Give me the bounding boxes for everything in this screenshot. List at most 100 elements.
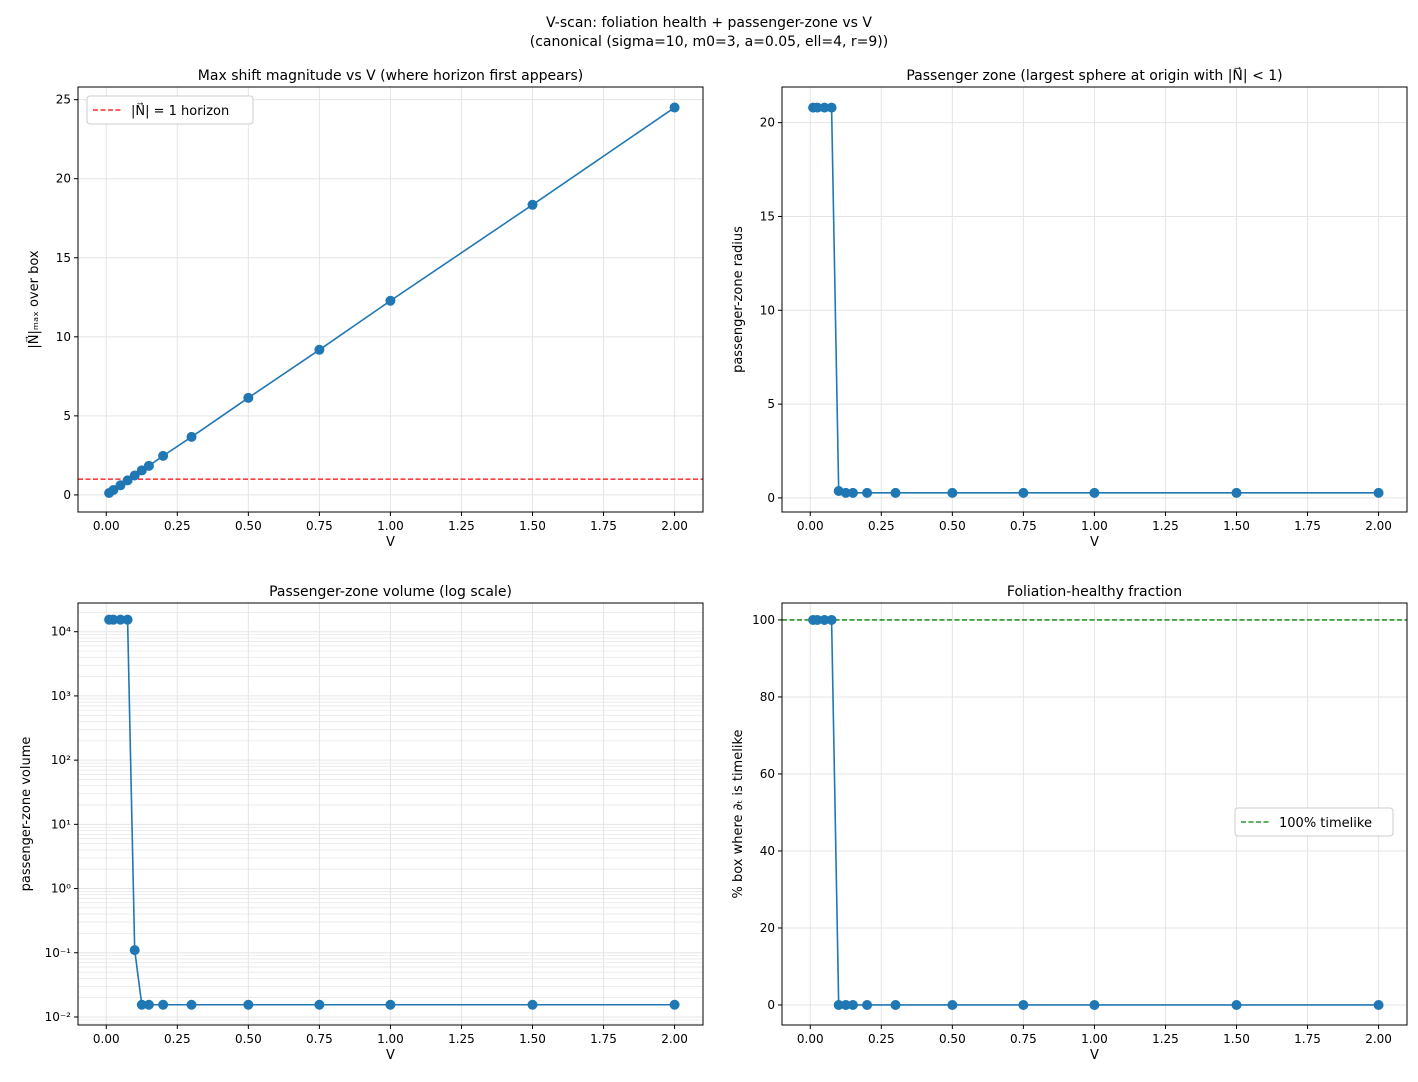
x-tick-label: 1.00: [1081, 519, 1108, 533]
data-point: [890, 487, 901, 498]
data-point: [122, 614, 133, 625]
x-tick-label: 1.25: [1152, 519, 1179, 533]
x-tick-label: 1.75: [590, 1032, 617, 1046]
suptitle-line2: (canonical (sigma=10, m0=3, a=0.05, ell=…: [530, 34, 888, 50]
data-point: [314, 999, 325, 1010]
data-point: [819, 614, 830, 625]
y-tick-label: 15: [56, 251, 71, 265]
subplot-title: Passenger-zone volume (log scale): [269, 584, 512, 600]
data-point: [243, 392, 254, 403]
x-tick-label: 1.75: [1294, 1032, 1321, 1046]
subplot-title: Max shift magnitude vs V (where horizon …: [198, 68, 583, 84]
y-tick-label: 10⁻¹: [45, 946, 72, 960]
data-point: [108, 485, 119, 496]
data-point: [862, 999, 873, 1010]
data-point: [108, 614, 119, 625]
data-point: [186, 999, 197, 1010]
data-point: [136, 465, 147, 476]
y-tick-label: 10¹: [51, 817, 71, 831]
data-point: [847, 487, 858, 498]
data-point: [862, 487, 873, 498]
x-tick-label: 1.25: [1152, 1032, 1179, 1046]
data-point: [812, 102, 823, 113]
legend-box: [86, 95, 254, 125]
data-point: [1018, 999, 1029, 1010]
x-tick-label: 0.50: [939, 1032, 966, 1046]
y-tick-label: 5: [63, 409, 71, 423]
x-tick-label: 1.50: [519, 1032, 546, 1046]
y-tick-label: 10: [56, 330, 71, 344]
y-tick-label: 20: [760, 116, 775, 130]
series-line: [109, 618, 675, 1006]
x-tick-label: 1.25: [448, 519, 475, 533]
x-tick-label: 2.00: [1365, 1032, 1392, 1046]
data-point: [1089, 487, 1100, 498]
y-tick-label: 5: [767, 397, 775, 411]
y-tick-label: 0: [767, 998, 775, 1012]
x-tick-label: 0.50: [939, 519, 966, 533]
x-tick-label: 1.25: [448, 1032, 475, 1046]
data-point: [1231, 487, 1242, 498]
data-point: [115, 614, 126, 625]
data-point: [947, 999, 958, 1010]
y-axis-label: % box where ∂ₜ is timelike: [731, 729, 746, 898]
x-tick-label: 0.00: [797, 1032, 824, 1046]
data-point: [115, 480, 126, 491]
data-point: [122, 475, 133, 486]
x-tick-label: 0.50: [235, 519, 262, 533]
x-axis-label: V: [1090, 535, 1099, 550]
legend-box: [1234, 807, 1394, 837]
data-point: [819, 102, 830, 113]
data-point: [1231, 999, 1242, 1010]
y-tick-label: 10³: [51, 689, 71, 703]
y-tick-label: 25: [56, 93, 71, 107]
subplot-title: Foliation-healthy fraction: [1007, 584, 1182, 600]
data-point: [385, 295, 396, 306]
subplot-3: 0.00 0.25 0.50 0.75 1.00 1.25 1.50 1.75 2.00 10⁻²…: [19, 584, 704, 1063]
data-point: [812, 614, 823, 625]
y-tick-label: 20: [760, 921, 775, 935]
data-point: [1373, 487, 1384, 498]
legend-label: 100% timelike: [1279, 816, 1372, 831]
y-tick-label: 60: [760, 767, 775, 781]
y-tick-label: 40: [760, 844, 775, 858]
legend: 100% timelike: [1234, 807, 1394, 837]
x-tick-label: 2.00: [661, 1032, 688, 1046]
data-point: [129, 470, 140, 481]
x-tick-label: 0.75: [1010, 1032, 1037, 1046]
x-tick-label: 1.50: [519, 519, 546, 533]
legend: |N⃗| = 1 horizon: [86, 95, 254, 125]
x-tick-label: 0.50: [235, 1032, 262, 1046]
y-tick-label: 10²: [51, 753, 71, 767]
y-axis-label: passenger-zone volume: [19, 737, 34, 892]
y-tick-label: 10⁰: [51, 882, 71, 896]
x-axis-label: V: [386, 535, 395, 550]
data-point: [143, 999, 154, 1010]
data-point: [1373, 999, 1384, 1010]
x-tick-label: 0.75: [306, 519, 333, 533]
x-tick-label: 0.25: [164, 1032, 191, 1046]
subplot-2: 0.00 0.25 0.50 0.75 1.00 1.25 1.50 1.75 2.00 0 5 10…: [731, 66, 1408, 550]
data-point: [243, 999, 254, 1010]
y-axis-label: |N⃗|ₘₐₓ over box: [26, 250, 42, 349]
data-point: [385, 999, 396, 1010]
x-tick-label: 0.75: [306, 1032, 333, 1046]
data-point: [527, 999, 538, 1010]
x-tick-label: 1.00: [377, 519, 404, 533]
data-point: [129, 945, 140, 956]
y-tick-label: 10: [760, 303, 775, 317]
series-line: [813, 106, 1379, 494]
y-tick-label: 10⁻²: [45, 1010, 72, 1024]
data-point: [1089, 999, 1100, 1010]
x-tick-label: 1.50: [1223, 519, 1250, 533]
x-tick-label: 2.00: [661, 519, 688, 533]
data-point: [847, 999, 858, 1010]
x-tick-label: 1.75: [1294, 519, 1321, 533]
subplot-title: Passenger zone (largest sphere at origin…: [906, 66, 1282, 84]
y-tick-label: 10⁴: [51, 625, 71, 639]
data-point: [136, 999, 147, 1010]
x-tick-label: 1.50: [1223, 1032, 1250, 1046]
y-axis-label: passenger-zone radius: [731, 226, 746, 373]
